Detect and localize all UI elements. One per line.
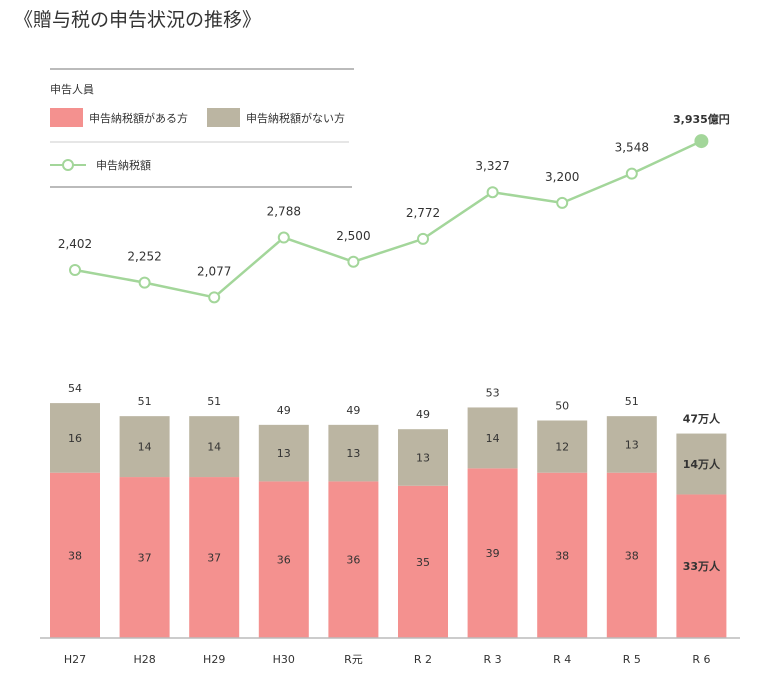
bar-with-tax: [50, 472, 100, 638]
bar-with-tax: [537, 472, 588, 638]
bar-label-without-tax: 14: [138, 441, 152, 454]
bar-label-with-tax: 36: [346, 554, 360, 567]
amount-label: 2,402: [58, 237, 92, 251]
legend-label-amount: 申告納税額: [96, 158, 151, 172]
bar-label-without-tax: 13: [346, 447, 360, 460]
bar-without-tax: [467, 407, 518, 469]
legend-swatch-without-tax: [207, 108, 240, 127]
chart-title: 《贈与税の申告状況の推移》: [14, 9, 261, 31]
amount-line: [74, 139, 702, 299]
bar-without-tax: [398, 429, 448, 486]
amount-point: [417, 232, 429, 245]
amount-point: [138, 276, 151, 289]
legend: 申告人員 申告納税額がある方 申告納税額がない方 申告納税額: [50, 68, 354, 188]
amount-point: [694, 134, 709, 149]
legend-group-title: 申告人員: [50, 83, 94, 96]
legend-marker: [62, 159, 74, 171]
bar-total-label: 51: [207, 395, 221, 408]
bar-without-tax: [50, 403, 100, 473]
amount-point: [277, 231, 290, 244]
bar-label-with-tax: 36: [277, 554, 291, 567]
x-tick-label: R 2: [414, 653, 432, 666]
x-tick-label: H28: [133, 653, 155, 666]
x-tick-label: H27: [64, 653, 86, 666]
bar-with-tax: [398, 485, 448, 638]
amount-point: [625, 167, 638, 180]
bar-label-with-tax: 33万人: [683, 559, 721, 573]
legend-label-with-tax: 申告納税額がある方: [89, 111, 188, 125]
bar-total-label: 51: [138, 395, 152, 408]
x-tick-label: H29: [203, 653, 225, 666]
x-tick-label: H30: [273, 653, 295, 666]
bar-without-tax: [328, 424, 379, 482]
amount-point: [347, 255, 360, 268]
bar-without-tax: [119, 416, 170, 478]
bar-label-without-tax: 13: [625, 438, 639, 451]
amount-label: 2,077: [197, 264, 231, 278]
bar-label-without-tax: 16: [68, 432, 82, 445]
amount-label: 2,500: [336, 229, 370, 243]
amount-label: 3,200: [545, 170, 579, 184]
bar-label-with-tax: 39: [486, 547, 500, 560]
bar-label-without-tax: 13: [277, 447, 291, 460]
bar-label-without-tax: 12: [555, 441, 569, 454]
bar-label-with-tax: 37: [207, 552, 221, 565]
x-tick-label: R 4: [553, 653, 571, 666]
amount-label: 3,327: [475, 159, 509, 173]
bar-with-tax: [467, 468, 518, 638]
bar-label-with-tax: 38: [555, 549, 569, 562]
bar-with-tax: [328, 481, 379, 638]
bar-with-tax: [258, 481, 309, 638]
amount-label: 2,788: [267, 205, 301, 219]
bar-without-tax: [676, 433, 727, 495]
bar-label-with-tax: 38: [68, 549, 82, 562]
bar-total-label: 49: [416, 408, 430, 421]
bar-total-label: 47万人: [683, 412, 721, 426]
amount-label: 2,772: [406, 206, 440, 220]
x-tick-label: R 3: [484, 653, 502, 666]
amount-label: 3,935億円: [673, 112, 730, 126]
bar-without-tax: [537, 420, 588, 473]
x-tick-label: R 6: [692, 653, 710, 666]
amount-point: [556, 196, 569, 209]
amount-point: [486, 186, 499, 199]
legend-swatch-with-tax: [50, 108, 83, 127]
legend-label-without-tax: 申告納税額がない方: [246, 111, 345, 125]
bar-without-tax: [258, 424, 309, 482]
bar-total-label: 53: [486, 386, 500, 399]
bar-label-without-tax: 14: [207, 441, 221, 454]
amount-label: 2,252: [127, 250, 161, 264]
bar-with-tax: [606, 472, 657, 638]
bar-label-with-tax: 35: [416, 556, 430, 569]
x-tick-label: R 5: [623, 653, 641, 666]
bar-without-tax: [189, 416, 240, 478]
bar-total-label: 49: [346, 404, 360, 417]
bar-label-with-tax: 38: [625, 549, 639, 562]
bar-with-tax: [676, 494, 727, 638]
bar-total-label: 51: [625, 395, 639, 408]
bar-with-tax: [189, 477, 240, 638]
amount-point: [69, 264, 81, 276]
bar-label-without-tax: 13: [416, 451, 430, 464]
bar-label-without-tax: 14万人: [683, 457, 721, 471]
bar-total-label: 54: [68, 382, 82, 395]
bar-label-with-tax: 37: [138, 552, 152, 565]
amount-label: 3,548: [615, 141, 649, 155]
bar-without-tax: [606, 416, 657, 473]
bar-with-tax: [119, 477, 170, 638]
bar-label-without-tax: 14: [486, 432, 500, 445]
x-tick-label: R元: [344, 653, 363, 666]
bar-total-label: 49: [277, 404, 291, 417]
amount-point: [208, 291, 221, 304]
bar-total-label: 50: [555, 400, 569, 413]
